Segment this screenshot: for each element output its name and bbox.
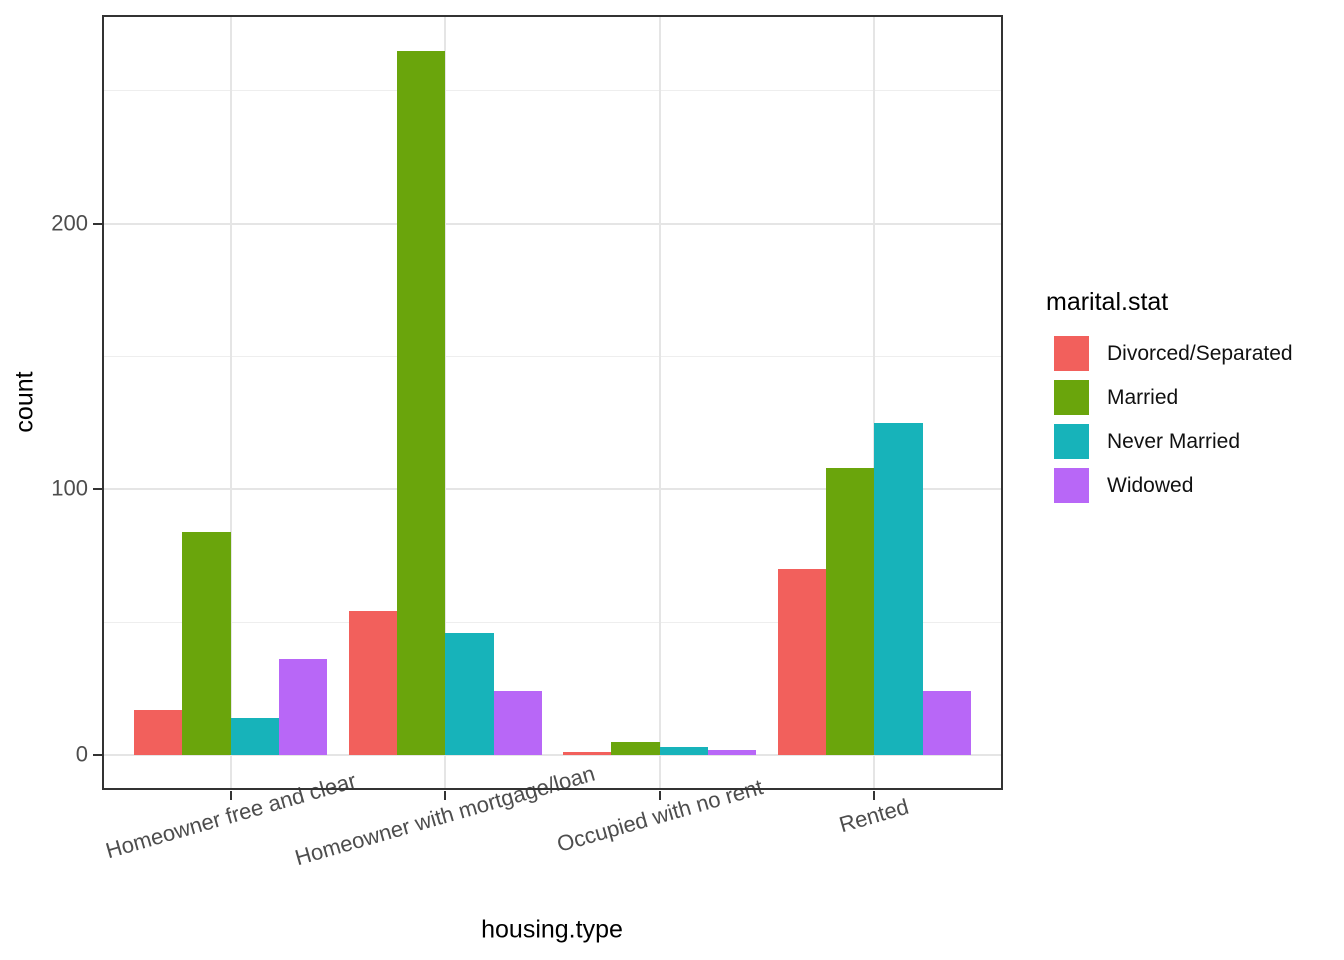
legend-key-swatch <box>1054 424 1089 459</box>
legend-item: Divorced/Separated <box>1054 336 1293 371</box>
bar <box>777 568 827 755</box>
y-tick-mark <box>93 488 102 491</box>
bar <box>659 746 709 755</box>
x-tick-label: Rented <box>836 793 912 838</box>
bar <box>493 691 542 755</box>
y-major-gridline <box>102 753 1003 756</box>
bar <box>922 691 971 755</box>
y-minor-gridline <box>102 90 1003 92</box>
x-tick-mark <box>229 791 232 800</box>
bar <box>611 741 660 755</box>
x-axis-title: housing.type <box>481 915 623 944</box>
bar <box>708 749 757 755</box>
y-tick-label: 100 <box>51 475 88 501</box>
x-tick-mark <box>658 791 661 800</box>
bar <box>348 611 397 755</box>
legend-item-label: Widowed <box>1107 473 1194 497</box>
bar <box>230 717 279 755</box>
y-axis-title: count <box>10 371 39 433</box>
y-major-gridline <box>102 222 1003 225</box>
x-major-gridline <box>444 15 447 790</box>
x-major-gridline <box>658 15 661 790</box>
legend-item-label: Divorced/Separated <box>1107 341 1293 365</box>
bar <box>563 752 612 755</box>
legend-items: Divorced/Separated Married Never Married Wi… <box>1046 336 1293 503</box>
bar <box>182 531 231 755</box>
legend-item-label: Married <box>1107 385 1179 409</box>
legend-item-label: Never Married <box>1107 429 1241 453</box>
x-major-gridline <box>229 15 232 790</box>
legend-item: Married <box>1054 380 1293 415</box>
legend-key-swatch <box>1054 380 1089 415</box>
legend-key-swatch <box>1054 336 1089 371</box>
y-tick-mark <box>93 222 102 225</box>
legend: marital.stat Divorced/Separated Married Ne… <box>1046 288 1293 512</box>
y-tick-label: 0 <box>75 741 88 767</box>
legend-item: Widowed <box>1054 468 1293 503</box>
panel-border <box>102 15 1003 790</box>
y-tick-mark <box>93 753 102 756</box>
legend-item: Never Married <box>1054 424 1293 459</box>
bar <box>826 467 875 755</box>
bar <box>134 709 183 755</box>
bar <box>874 422 923 755</box>
plot-panel <box>102 15 1003 790</box>
legend-key-swatch <box>1054 468 1089 503</box>
x-major-gridline <box>873 15 876 790</box>
x-tick-mark <box>873 791 876 800</box>
bar <box>396 50 446 755</box>
y-tick-label: 200 <box>51 210 88 236</box>
bar <box>278 659 328 755</box>
x-tick-mark <box>444 791 447 800</box>
y-minor-gridline <box>102 355 1003 357</box>
y-minor-gridline <box>102 621 1003 623</box>
bar <box>445 632 494 755</box>
legend-title: marital.stat <box>1046 288 1169 316</box>
y-major-gridline <box>102 488 1003 491</box>
